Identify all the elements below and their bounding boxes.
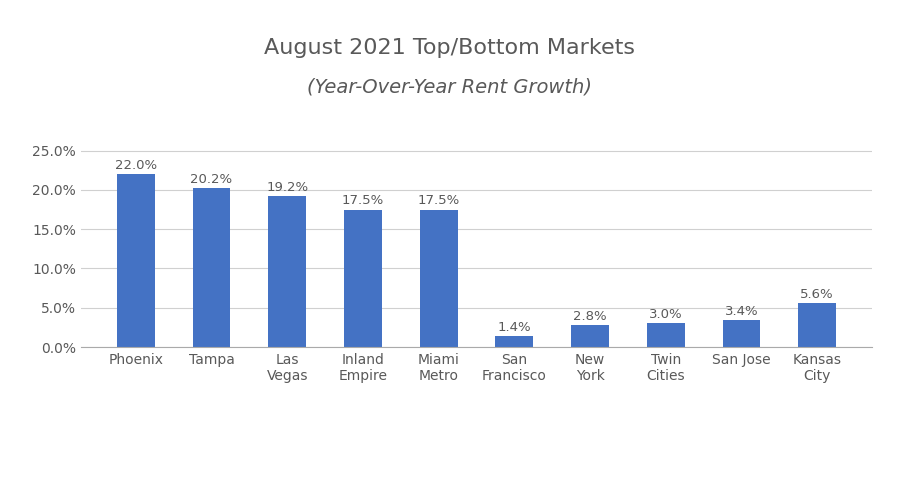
Bar <box>344 210 382 347</box>
Text: 5.6%: 5.6% <box>800 288 834 301</box>
Bar <box>495 336 533 347</box>
Text: 17.5%: 17.5% <box>417 194 459 207</box>
Bar <box>117 174 155 347</box>
Bar <box>723 321 761 347</box>
Text: (Year-Over-Year Rent Growth): (Year-Over-Year Rent Growth) <box>307 77 592 96</box>
Text: 3.4%: 3.4% <box>725 305 758 318</box>
Bar <box>420 210 458 347</box>
Text: 3.0%: 3.0% <box>649 308 682 321</box>
Bar <box>192 188 230 347</box>
Text: 20.2%: 20.2% <box>191 173 233 186</box>
Bar <box>646 323 685 347</box>
Bar <box>268 196 307 347</box>
Text: 17.5%: 17.5% <box>342 194 384 207</box>
Text: 1.4%: 1.4% <box>497 321 531 334</box>
Text: 22.0%: 22.0% <box>115 159 156 172</box>
Text: 19.2%: 19.2% <box>266 181 308 194</box>
Bar <box>571 325 609 347</box>
Text: 2.8%: 2.8% <box>574 310 607 322</box>
Bar <box>798 303 836 347</box>
Text: August 2021 Top/Bottom Markets: August 2021 Top/Bottom Markets <box>264 38 635 58</box>
